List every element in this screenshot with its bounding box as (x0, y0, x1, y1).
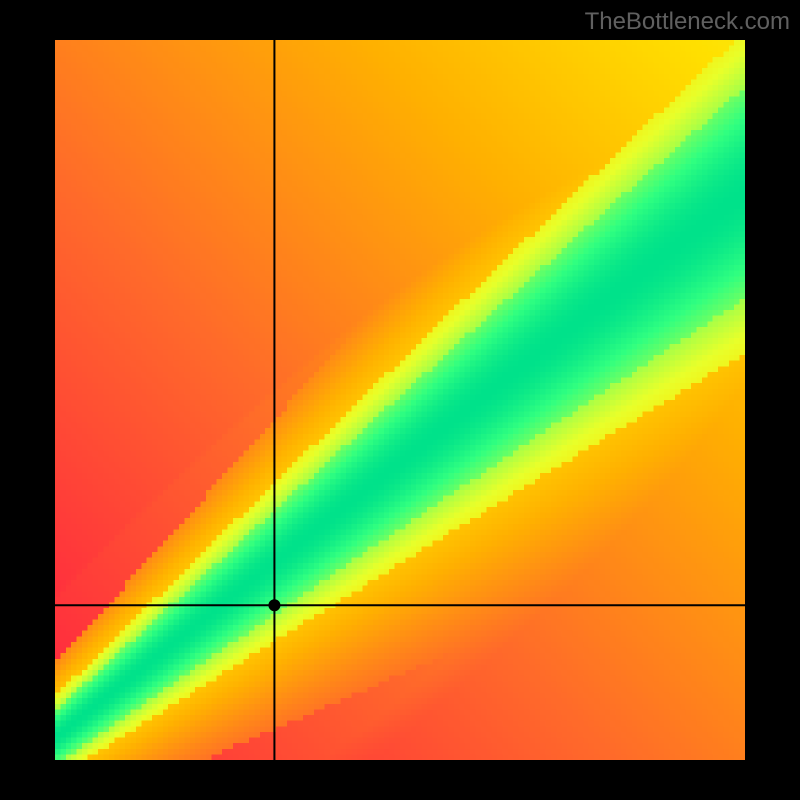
heatmap-plot (55, 40, 745, 760)
heatmap-canvas (55, 40, 745, 760)
watermark-text: TheBottleneck.com (585, 8, 790, 36)
